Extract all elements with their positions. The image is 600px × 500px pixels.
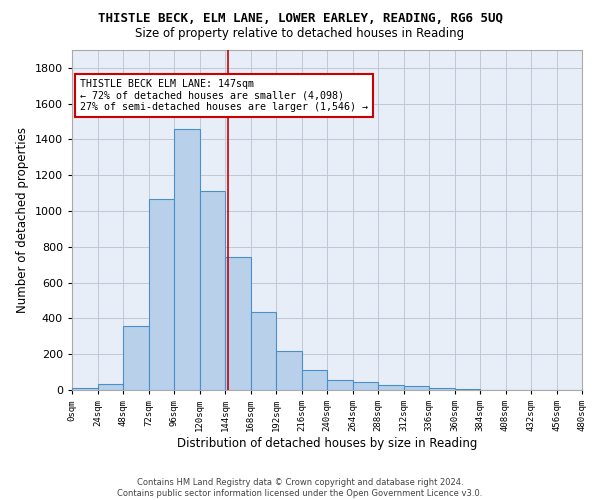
Bar xyxy=(174,128,199,390)
Text: Size of property relative to detached houses in Reading: Size of property relative to detached ho… xyxy=(136,28,464,40)
Bar xyxy=(97,384,123,390)
Y-axis label: Number of detached properties: Number of detached properties xyxy=(16,127,29,313)
Bar xyxy=(123,326,149,390)
Bar xyxy=(327,380,353,390)
Bar xyxy=(353,382,378,390)
Bar xyxy=(404,386,429,390)
Text: THISTLE BECK, ELM LANE, LOWER EARLEY, READING, RG6 5UQ: THISTLE BECK, ELM LANE, LOWER EARLEY, RE… xyxy=(97,12,503,26)
Bar xyxy=(251,312,276,390)
Bar xyxy=(199,192,225,390)
Bar xyxy=(302,370,327,390)
X-axis label: Distribution of detached houses by size in Reading: Distribution of detached houses by size … xyxy=(177,437,477,450)
Text: THISTLE BECK ELM LANE: 147sqm
← 72% of detached houses are smaller (4,098)
27% o: THISTLE BECK ELM LANE: 147sqm ← 72% of d… xyxy=(80,79,368,112)
Text: Contains HM Land Registry data © Crown copyright and database right 2024.
Contai: Contains HM Land Registry data © Crown c… xyxy=(118,478,482,498)
Bar xyxy=(72,388,97,390)
Bar xyxy=(455,389,480,390)
Bar xyxy=(378,384,404,390)
Bar xyxy=(276,350,302,390)
Bar xyxy=(149,200,174,390)
Bar xyxy=(225,256,251,390)
Bar xyxy=(429,388,455,390)
